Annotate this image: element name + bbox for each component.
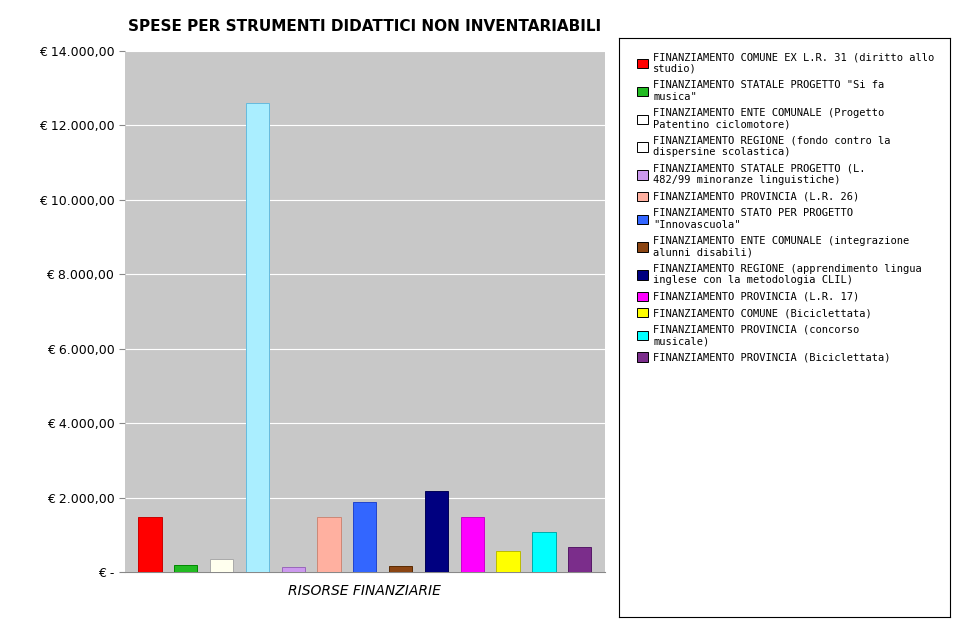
Bar: [461, 517, 484, 572]
Bar: [246, 103, 269, 572]
Bar: [424, 491, 448, 572]
Bar: [568, 547, 591, 572]
Bar: [496, 551, 519, 572]
Bar: [174, 565, 198, 572]
Bar: [532, 532, 556, 572]
Bar: [281, 567, 305, 572]
Bar: [353, 502, 376, 572]
X-axis label: RISORSE FINANZIARIE: RISORSE FINANZIARIE: [288, 583, 442, 597]
Text: SPESE PER STRUMENTI DIDATTICI NON INVENTARIABILI: SPESE PER STRUMENTI DIDATTICI NON INVENT…: [129, 19, 601, 34]
Bar: [138, 517, 161, 572]
Bar: [318, 517, 341, 572]
Bar: [389, 565, 412, 572]
Bar: [210, 559, 233, 572]
Legend: FINANZIAMENTO COMUNE EX L.R. 31 (diritto allo
studio), FINANZIAMENTO STATALE PRO: FINANZIAMENTO COMUNE EX L.R. 31 (diritto…: [635, 49, 938, 366]
